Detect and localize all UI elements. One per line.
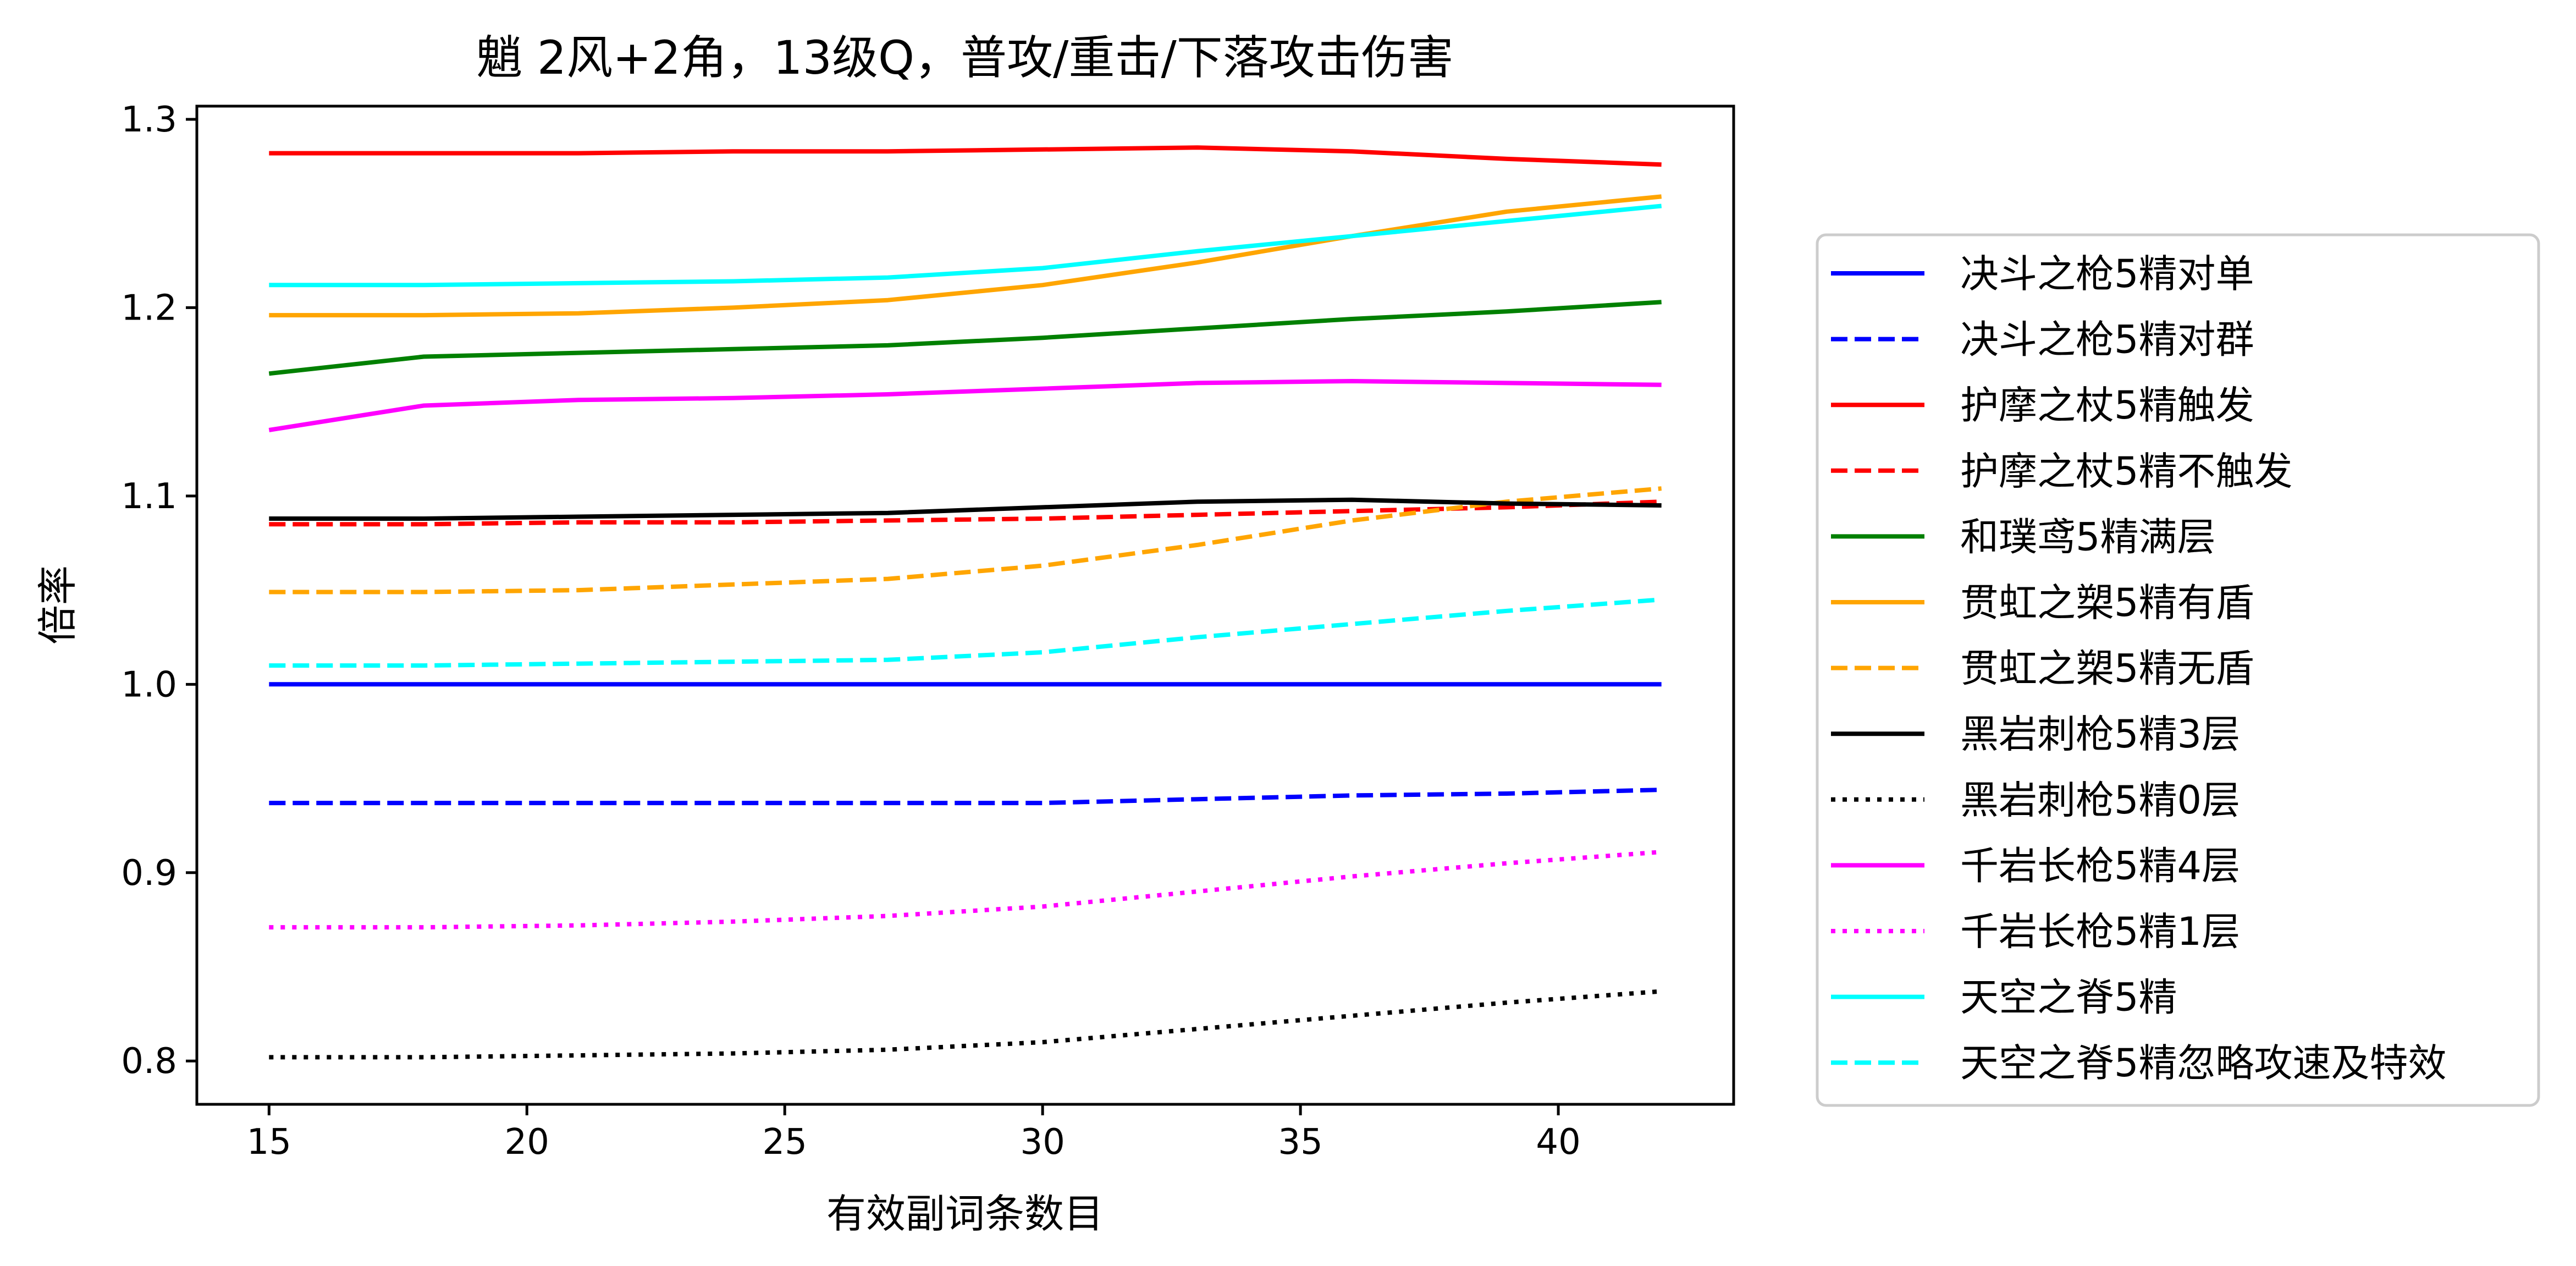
y-tick-label: 0.8	[121, 1041, 177, 1082]
series-line-13	[269, 597, 1662, 668]
chart-title: 魈 2风+2角，13级Q，普攻/重击/下落攻击伤害	[476, 31, 1454, 85]
legend-label: 千岩长枪5精1层	[1960, 909, 2240, 954]
series-line-11	[269, 850, 1662, 930]
legend-frame	[1816, 233, 2540, 1107]
x-tick-label: 35	[1278, 1122, 1322, 1163]
legend-label: 贯虹之槊5精无盾	[1960, 646, 2254, 691]
series-line-9	[269, 989, 1662, 1060]
y-tick-label: 0.9	[121, 853, 177, 894]
y-tick-label: 1.1	[121, 476, 177, 517]
legend-label: 黑岩刺枪5精0层	[1960, 778, 2240, 823]
series-line-7	[269, 486, 1662, 595]
legend: 决斗之枪5精对单决斗之枪5精对群护摩之杖5精触发护摩之杖5精不触发和璞鸢5精满层…	[1816, 233, 2540, 1107]
x-tick-label: 20	[505, 1122, 549, 1163]
series-line-12	[269, 203, 1662, 288]
y-tick-label: 1.3	[121, 100, 177, 140]
series-line-6	[269, 194, 1662, 318]
x-tick-label: 30	[1020, 1122, 1064, 1163]
legend-label: 决斗之枪5精对群	[1960, 317, 2254, 362]
x-axis: 15 20 25 30 35 40	[247, 1104, 1581, 1163]
legend-label: 护摩之杖5精触发	[1960, 383, 2254, 428]
plot-frame	[195, 104, 1735, 1106]
series-line-2	[269, 788, 1662, 806]
y-tick-label: 1.2	[121, 288, 177, 328]
x-tick-label: 15	[247, 1122, 291, 1163]
legend-label: 决斗之枪5精对单	[1960, 251, 2254, 296]
legend-label: 和璞鸢5精满层	[1960, 514, 2216, 559]
plot-area	[197, 106, 1734, 1104]
legend-label: 天空之脊5精	[1960, 975, 2177, 1020]
series-line-5	[268, 300, 1662, 376]
series-line-8	[269, 497, 1662, 521]
legend-label: 千岩长枪5精4层	[1960, 843, 2240, 888]
legend-label: 贯虹之槊5精有盾	[1960, 580, 2254, 625]
legend-label: 天空之脊5精忽略攻速及特效	[1960, 1041, 2447, 1086]
series-layer	[268, 145, 1662, 1060]
x-tick-label: 40	[1536, 1122, 1580, 1163]
legend-label: 黑岩刺枪5精3层	[1960, 712, 2240, 757]
x-axis-label: 有效副词条数目	[826, 1191, 1104, 1237]
legend-label: 护摩之杖5精不触发	[1960, 449, 2293, 494]
series-line-3	[269, 145, 1662, 167]
y-axis: 0.8 0.9 1.0 1.1 1.2 1.3	[121, 100, 197, 1082]
y-axis-label: 倍率	[35, 565, 81, 645]
series-line-10	[268, 379, 1662, 432]
y-tick-label: 1.0	[121, 664, 177, 705]
x-tick-label: 25	[763, 1122, 807, 1163]
